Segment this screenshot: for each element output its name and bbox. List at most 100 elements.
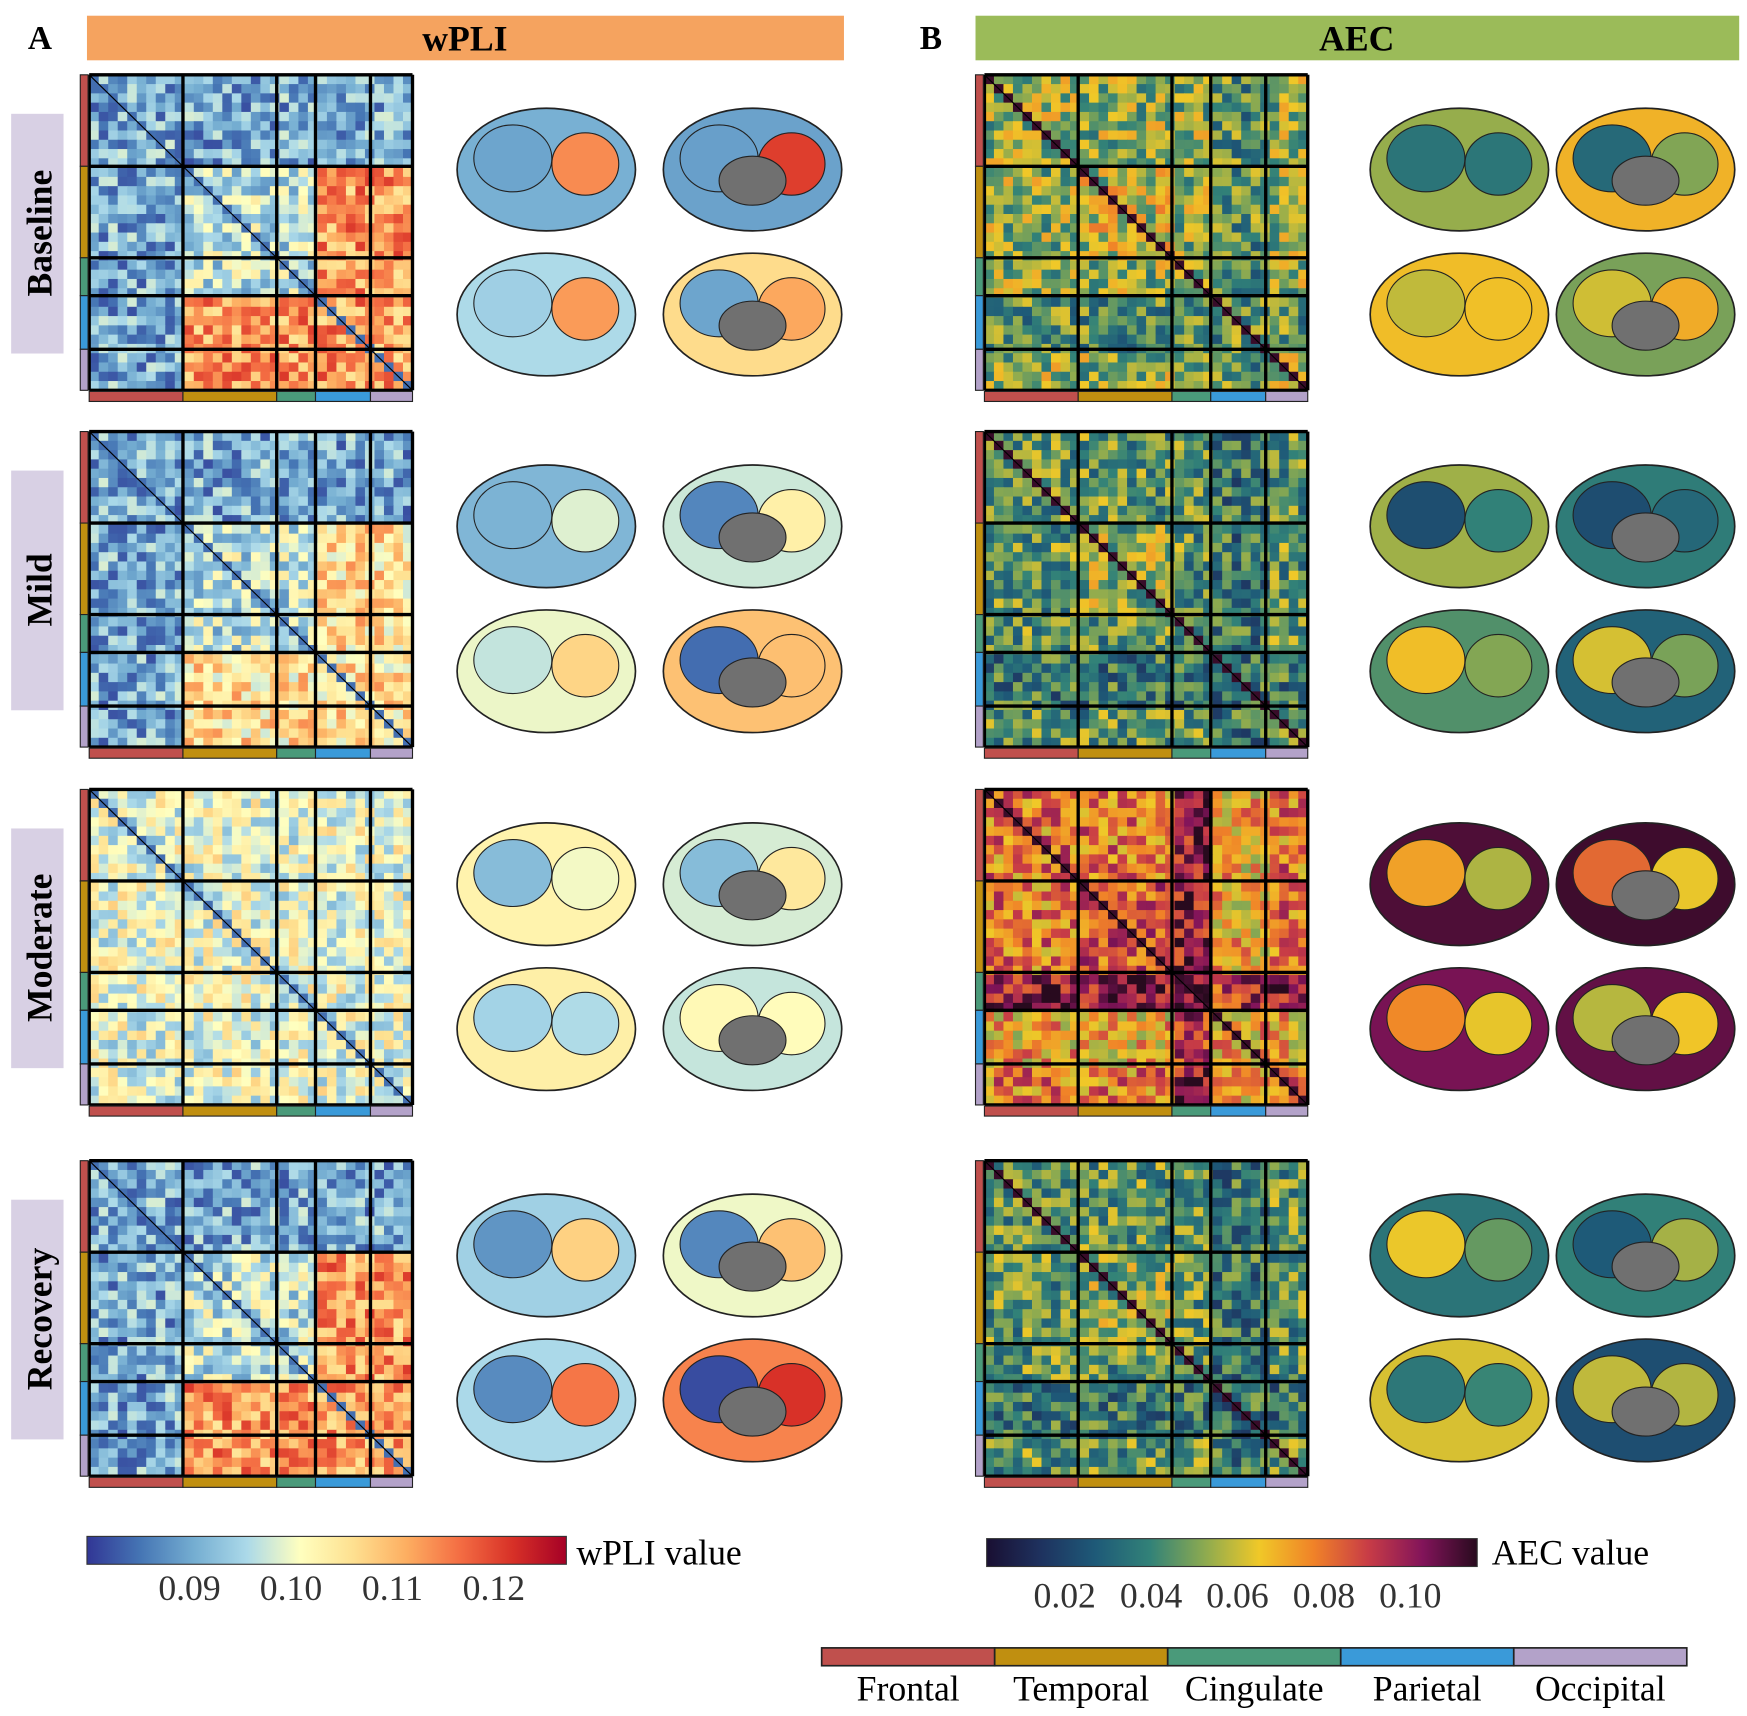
matrix-cell xyxy=(1041,607,1052,618)
matrix-cell xyxy=(1012,204,1024,215)
matrix-cell xyxy=(203,496,214,507)
matrix-cell xyxy=(393,325,404,336)
matrix-cell xyxy=(336,561,347,572)
matrix-cell xyxy=(108,186,119,196)
matrix-cell xyxy=(1155,468,1166,479)
matrix-cell xyxy=(222,371,233,382)
matrix-cell xyxy=(231,533,242,544)
matrix-cell xyxy=(345,353,357,364)
matrix-cell xyxy=(1098,195,1109,206)
matrix-cell xyxy=(165,297,176,308)
matrix-cell xyxy=(1250,570,1261,581)
matrix-cell xyxy=(1070,371,1081,382)
matrix-cell xyxy=(117,505,128,516)
matrix-cell xyxy=(307,158,318,169)
matrix-cell xyxy=(241,278,252,289)
matrix-cell xyxy=(288,580,299,590)
matrix-cell xyxy=(1117,468,1128,479)
matrix-cell xyxy=(117,204,128,215)
matrix-cell xyxy=(184,213,195,224)
matrix-cell xyxy=(1060,672,1071,683)
matrix-cell xyxy=(89,278,100,289)
matrix-cell xyxy=(355,728,366,739)
matrix-cell xyxy=(336,74,347,85)
matrix-cell xyxy=(184,589,195,600)
matrix-cell xyxy=(165,232,176,243)
matrix-cell xyxy=(136,524,147,535)
matrix-cell xyxy=(1003,204,1014,215)
matrix-cell xyxy=(1031,316,1043,326)
matrix-cell xyxy=(355,316,366,326)
matrix-cell xyxy=(108,158,119,169)
matrix-cell xyxy=(383,102,395,113)
matrix-cell xyxy=(174,468,185,479)
matrix-cell xyxy=(288,241,299,252)
matrix-cell xyxy=(89,672,100,683)
matrix-cell xyxy=(1174,672,1185,683)
matrix-cell xyxy=(1174,223,1185,234)
matrix-cell xyxy=(108,213,119,224)
matrix-cell xyxy=(1127,496,1138,507)
matrix-cell xyxy=(174,431,185,442)
matrix-cell xyxy=(317,542,328,553)
matrix-cell xyxy=(336,807,347,818)
matrix-cell xyxy=(288,487,299,498)
matrix-cell xyxy=(288,719,299,730)
matrix-cell xyxy=(155,450,166,460)
matrix-cell xyxy=(146,798,157,809)
matrix-cell xyxy=(1203,440,1214,451)
matrix-cell xyxy=(1193,381,1204,391)
matrix-cell xyxy=(298,552,309,563)
matrix-cell xyxy=(1136,570,1147,581)
matrix-cell xyxy=(1070,93,1081,104)
matrix-cell xyxy=(1165,533,1176,544)
matrix-cell xyxy=(89,807,100,818)
matrix-cell xyxy=(260,589,271,600)
matrix-cell xyxy=(1146,450,1157,460)
matrix-cell xyxy=(127,487,138,498)
matrix-cell xyxy=(1288,353,1299,364)
matrix-cell xyxy=(212,607,223,618)
matrix-cell xyxy=(260,334,271,345)
matrix-cell xyxy=(1146,542,1157,553)
matrix-cell xyxy=(1222,672,1233,683)
matrix-cell xyxy=(383,607,395,618)
matrix-cell xyxy=(402,288,414,299)
matrix-cell xyxy=(260,84,271,94)
matrix-cell xyxy=(1269,269,1280,280)
matrix-cell xyxy=(127,542,138,553)
matrix-cell xyxy=(1012,561,1024,572)
matrix-cell xyxy=(1070,251,1081,261)
matrix-cell xyxy=(279,251,290,261)
matrix-cell xyxy=(250,737,261,748)
matrix-cell xyxy=(1298,241,1309,252)
matrix-cell xyxy=(402,542,414,553)
matrix-cell xyxy=(1222,728,1233,739)
matrix-cell xyxy=(1022,635,1033,646)
matrix-cell xyxy=(98,288,109,299)
matrix-cell xyxy=(1155,139,1166,150)
matrix-cell xyxy=(402,121,414,132)
matrix-cell xyxy=(1012,111,1024,122)
matrix-cell xyxy=(402,297,414,308)
matrix-cell xyxy=(1136,487,1147,498)
matrix-cell xyxy=(165,334,176,345)
matrix-cell xyxy=(402,682,414,692)
matrix-cell xyxy=(1136,111,1147,122)
matrix-cell xyxy=(155,260,166,271)
matrix-cell xyxy=(269,288,280,299)
matrix-cell xyxy=(345,431,357,442)
matrix-cell xyxy=(326,450,337,460)
matrix-cell xyxy=(1117,570,1128,581)
matrix-cell xyxy=(1079,121,1090,132)
matrix-cell xyxy=(231,607,242,618)
matrix-cell xyxy=(1146,719,1157,730)
matrix-cell xyxy=(98,542,109,553)
matrix-cell xyxy=(279,139,290,150)
matrix-cell xyxy=(108,589,119,600)
matrix-cell xyxy=(1203,552,1214,563)
matrix-cell xyxy=(374,121,385,132)
matrix-cell xyxy=(127,186,138,196)
matrix-cell xyxy=(1089,691,1100,702)
matrix-cell xyxy=(165,691,176,702)
